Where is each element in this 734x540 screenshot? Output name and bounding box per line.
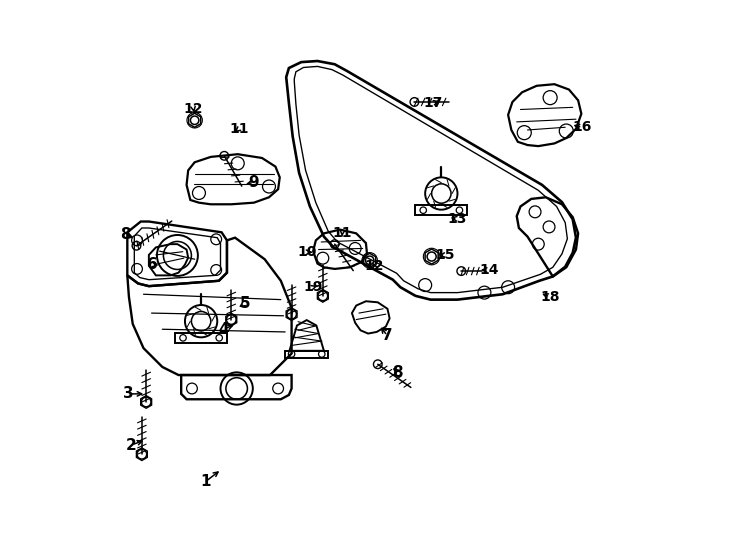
Text: 17: 17 — [423, 96, 443, 110]
Text: 3: 3 — [123, 387, 134, 401]
Text: 5: 5 — [239, 296, 250, 311]
Text: 10: 10 — [297, 245, 316, 259]
Text: 4: 4 — [218, 322, 228, 337]
Text: 14: 14 — [479, 263, 498, 277]
Text: 11: 11 — [229, 122, 249, 136]
Text: 8: 8 — [393, 365, 403, 380]
Text: 16: 16 — [573, 120, 592, 134]
Text: 15: 15 — [435, 248, 455, 262]
Text: 7: 7 — [382, 328, 393, 343]
Text: 2: 2 — [126, 437, 137, 453]
Text: 1: 1 — [200, 474, 211, 489]
Text: 6: 6 — [148, 257, 158, 272]
Text: 19: 19 — [303, 280, 323, 294]
Text: 9: 9 — [249, 175, 259, 190]
Text: 12: 12 — [364, 259, 384, 273]
Text: 11: 11 — [333, 226, 352, 240]
Text: 12: 12 — [184, 103, 203, 117]
Text: 18: 18 — [540, 290, 560, 304]
Text: 13: 13 — [448, 212, 467, 226]
Text: 8: 8 — [120, 227, 131, 242]
